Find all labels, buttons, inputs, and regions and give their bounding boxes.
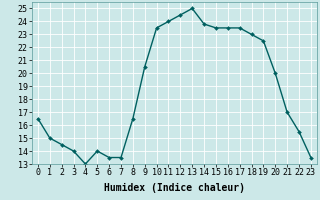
X-axis label: Humidex (Indice chaleur): Humidex (Indice chaleur) [104, 183, 245, 193]
